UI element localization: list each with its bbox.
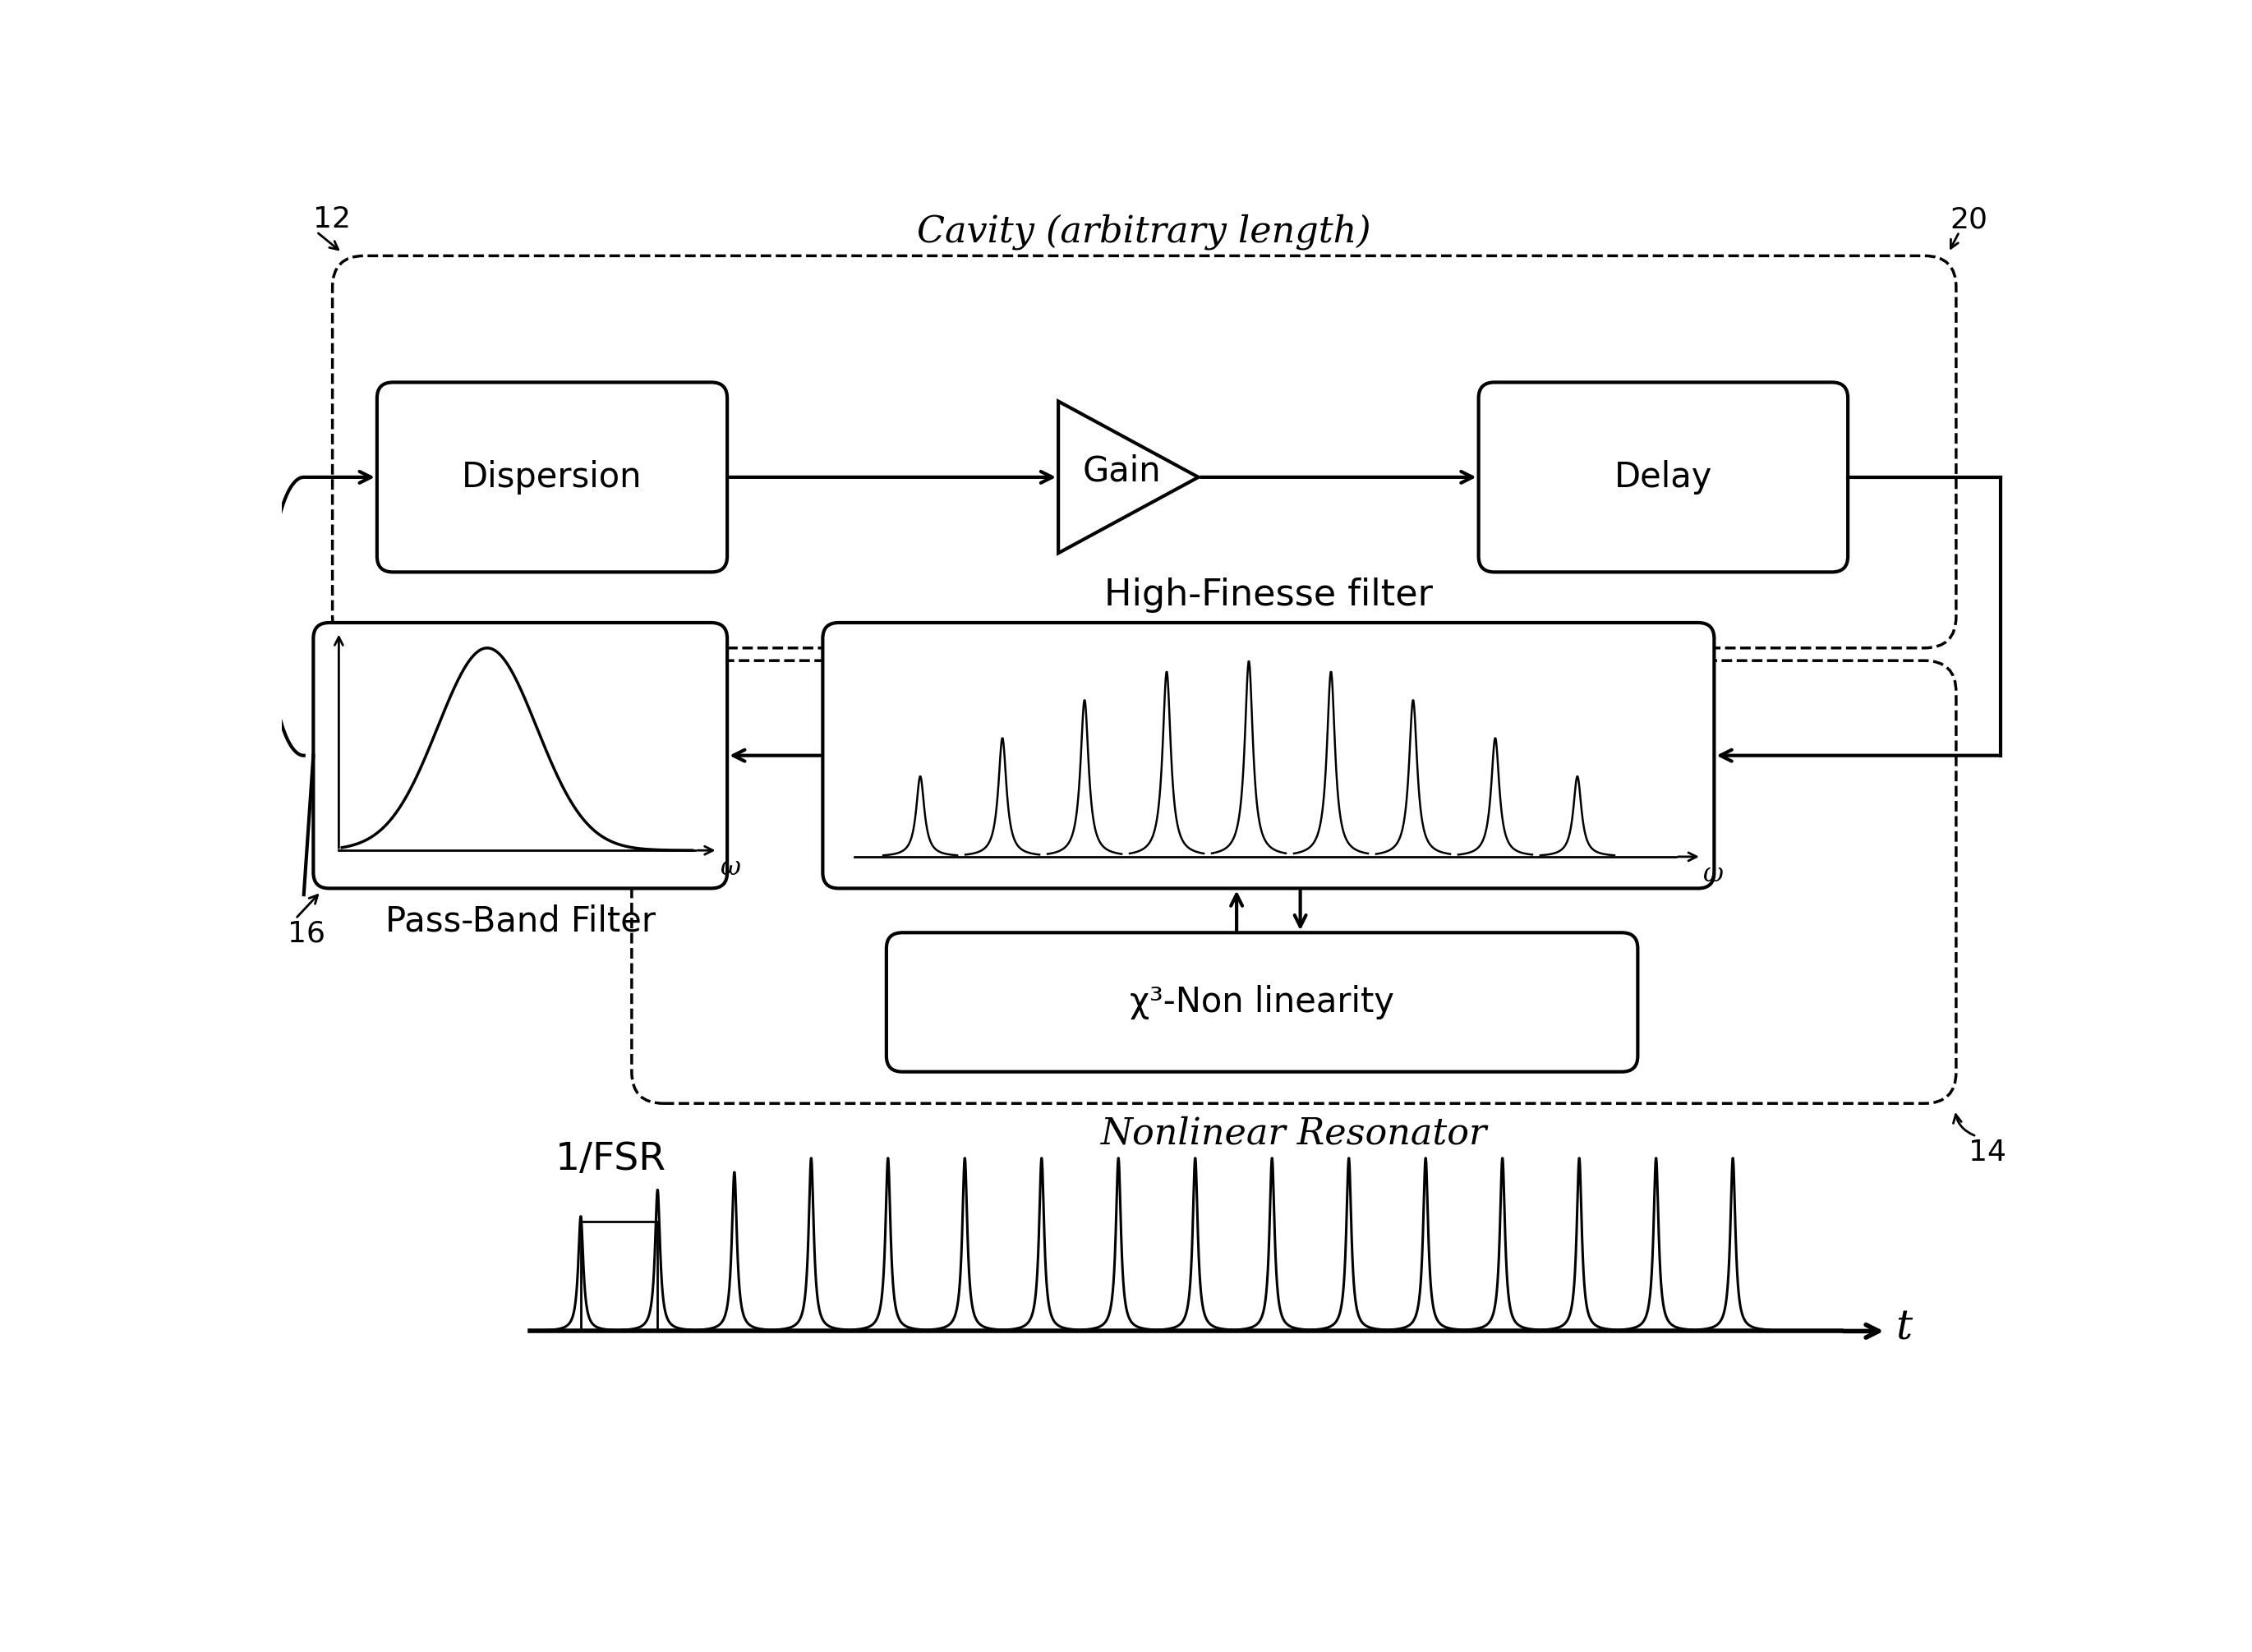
FancyBboxPatch shape (887, 933, 1637, 1072)
Text: 16: 16 (288, 920, 327, 948)
FancyBboxPatch shape (376, 382, 727, 572)
Text: 1/FSR: 1/FSR (556, 1142, 667, 1178)
Text: 12: 12 (313, 206, 351, 233)
Text: Cavity (arbitrary length): Cavity (arbitrary length) (917, 213, 1371, 249)
Text: ω: ω (1703, 862, 1723, 887)
Text: High-Finesse filter: High-Finesse filter (1103, 578, 1432, 613)
FancyBboxPatch shape (822, 623, 1714, 889)
FancyBboxPatch shape (313, 623, 727, 889)
Text: 20: 20 (1950, 206, 1989, 233)
Text: Dispersion: Dispersion (462, 459, 642, 494)
Polygon shape (1058, 401, 1198, 553)
FancyBboxPatch shape (1480, 382, 1849, 572)
Text: Pass-Band Filter: Pass-Band Filter (385, 904, 655, 938)
Text: Gain: Gain (1083, 454, 1162, 487)
Text: t: t (1896, 1308, 1912, 1348)
Text: 14: 14 (1968, 1138, 2007, 1166)
Text: Nonlinear Resonator: Nonlinear Resonator (1101, 1117, 1486, 1151)
Text: Delay: Delay (1615, 459, 1712, 494)
Text: χ³-Non linearity: χ³-Non linearity (1131, 985, 1394, 1019)
Text: ω: ω (721, 856, 741, 881)
